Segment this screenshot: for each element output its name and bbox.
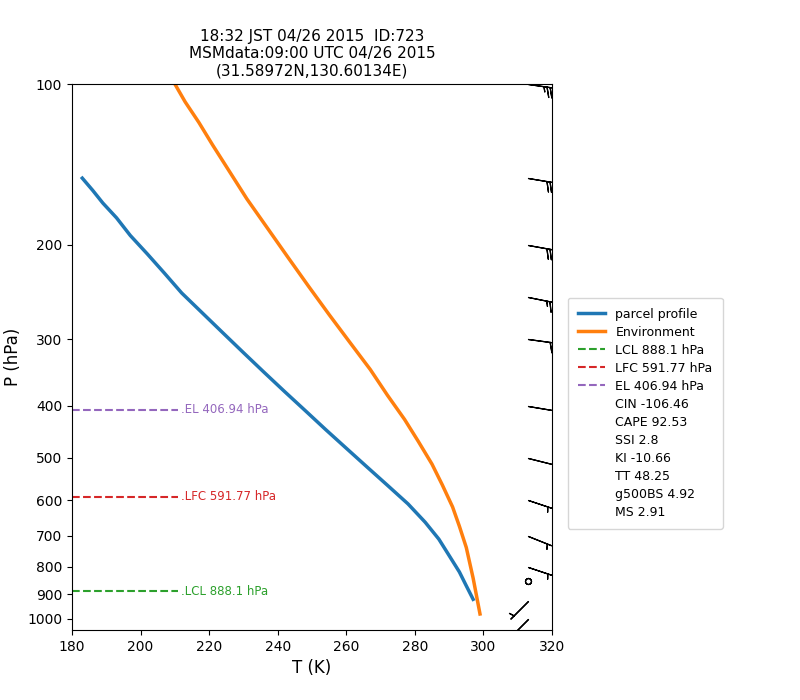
parcel profile <box>420 518 430 526</box>
parcel profile <box>434 535 444 543</box>
Environment <box>262 224 272 232</box>
Title: 18:32 JST 04/26 2015  ID:723
MSMdata:09:00 UTC 04/26 2015
(31.58972N,130.60134E): 18:32 JST 04/26 2015 ID:723 MSMdata:09:0… <box>189 29 435 78</box>
LCL 888.1 hPa <box>173 587 182 595</box>
parcel profile <box>177 289 186 298</box>
Y-axis label: P (hPa): P (hPa) <box>3 328 22 386</box>
Environment <box>194 118 204 127</box>
parcel profile <box>468 595 478 603</box>
parcel profile <box>98 199 108 207</box>
Environment <box>448 503 458 511</box>
X-axis label: T (K): T (K) <box>292 659 332 678</box>
Environment <box>225 168 234 176</box>
parcel profile <box>403 500 413 508</box>
Environment <box>170 80 180 88</box>
parcel profile <box>198 309 207 317</box>
parcel profile <box>454 568 464 576</box>
parcel profile <box>300 406 310 414</box>
Environment <box>468 574 478 582</box>
parcel profile <box>88 186 98 195</box>
parcel profile <box>382 481 392 489</box>
LFC 591.77 hPa <box>173 493 182 501</box>
parcel profile <box>142 250 152 258</box>
Environment <box>414 438 423 446</box>
Environment <box>427 460 437 468</box>
parcel profile <box>160 269 170 277</box>
Environment <box>208 141 218 149</box>
Environment <box>345 338 354 346</box>
Line: parcel profile: parcel profile <box>82 178 473 599</box>
Environment <box>283 253 293 262</box>
parcel profile <box>462 582 471 590</box>
EL 406.94 hPa <box>173 406 182 414</box>
Line: Environment: Environment <box>175 84 480 614</box>
parcel profile <box>238 349 248 357</box>
EL 406.94 hPa <box>67 406 77 414</box>
parcel profile <box>259 368 269 377</box>
Environment <box>242 195 252 203</box>
Environment <box>324 310 334 319</box>
LCL 888.1 hPa <box>67 587 77 595</box>
Text: .EL 406.94 hPa: .EL 406.94 hPa <box>181 403 269 416</box>
Environment <box>180 98 190 106</box>
Environment <box>366 365 375 374</box>
parcel profile <box>362 463 372 471</box>
Environment <box>462 543 471 552</box>
Environment <box>454 522 464 531</box>
parcel profile <box>126 231 135 239</box>
Text: .LFC 591.77 hPa: .LFC 591.77 hPa <box>181 490 276 503</box>
Environment <box>382 391 392 400</box>
Environment <box>304 282 314 290</box>
Environment <box>438 481 447 489</box>
parcel profile <box>112 214 122 222</box>
Environment <box>475 610 485 618</box>
parcel profile <box>218 328 228 337</box>
Legend: parcel profile, Environment, LCL 888.1 hPa, LFC 591.77 hPa, EL 406.94 hPa, CIN -: parcel profile, Environment, LCL 888.1 h… <box>568 298 722 528</box>
LFC 591.77 hPa <box>67 493 77 501</box>
Environment <box>400 415 410 424</box>
parcel profile <box>321 426 330 434</box>
parcel profile <box>342 444 351 452</box>
parcel profile <box>444 552 454 560</box>
parcel profile <box>280 387 290 395</box>
Text: .LCL 888.1 hPa: .LCL 888.1 hPa <box>181 584 268 598</box>
parcel profile <box>78 174 87 183</box>
